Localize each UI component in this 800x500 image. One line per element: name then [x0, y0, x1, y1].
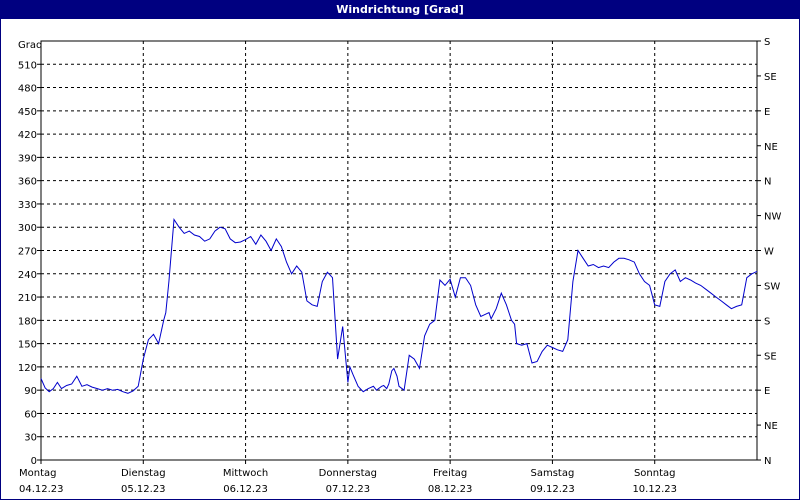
- right-tick-label: SE: [764, 351, 777, 362]
- y-tick-label: 180: [18, 316, 37, 327]
- right-tick-label: E: [764, 107, 770, 118]
- y-tick-label: 360: [18, 177, 37, 188]
- y-tick-label: 90: [24, 386, 37, 397]
- right-tick-label: NE: [764, 142, 778, 153]
- y-tick-label: 210: [18, 293, 37, 304]
- y-tick-label: 270: [18, 247, 37, 258]
- right-tick-label: NE: [764, 421, 778, 432]
- x-axis-ticks: Montag 04.12.23 Dienstag 05.12.23 Mittwoch 06…: [19, 460, 677, 495]
- y-tick-label: 30: [24, 433, 37, 444]
- x-tick-date: 09.12.23: [530, 484, 575, 495]
- right-tick-label: N: [764, 177, 771, 188]
- right-tick-label: W: [764, 247, 774, 258]
- x-tick-date: 06.12.23: [223, 484, 268, 495]
- x-tick-weekday: Donnerstag: [319, 468, 377, 479]
- y-tick-label: 0: [31, 456, 37, 467]
- y-axis-label: Grad: [18, 40, 42, 51]
- y-tick-label: 60: [24, 409, 37, 420]
- window-title: Windrichtung [Grad]: [1, 1, 799, 19]
- y-tick-label: 330: [18, 200, 37, 211]
- y-tick-label: 420: [18, 130, 37, 141]
- x-tick-weekday: Freitag: [433, 468, 467, 479]
- right-axis-ticks: N NE E SE S SW W NW N NE E SE S: [757, 37, 781, 467]
- y-axis-ticks: 0 30 60 90 120 150 180 210 240 270 300 330 360 390 420…: [18, 60, 41, 467]
- right-tick-label: NW: [764, 212, 781, 223]
- right-tick-label: S: [764, 316, 770, 327]
- right-tick-label: N: [764, 456, 771, 467]
- x-tick-date: 07.12.23: [326, 484, 371, 495]
- x-tick-weekday: Mittwoch: [223, 468, 268, 479]
- y-tick-label: 120: [18, 363, 37, 374]
- x-tick-date: 05.12.23: [121, 484, 166, 495]
- y-tick-label: 240: [18, 270, 37, 281]
- x-tick-weekday: Dienstag: [121, 468, 166, 479]
- y-tick-label: 450: [18, 107, 37, 118]
- y-tick-label: 150: [18, 340, 37, 351]
- x-tick-weekday: Sonntag: [634, 468, 676, 479]
- y-tick-label: 300: [18, 223, 37, 234]
- x-tick-date: 10.12.23: [632, 484, 677, 495]
- x-tick-weekday: Samstag: [531, 468, 575, 479]
- x-tick-date: 04.12.23: [19, 484, 64, 495]
- right-tick-label: S: [764, 37, 770, 48]
- x-tick-date: 08.12.23: [428, 484, 473, 495]
- y-tick-label: 390: [18, 153, 37, 164]
- y-tick-label: 510: [18, 60, 37, 71]
- y-tick-label: 480: [18, 84, 37, 95]
- right-tick-label: E: [764, 386, 770, 397]
- wind-direction-line: [40, 218, 758, 394]
- grid-lines: [41, 41, 757, 460]
- right-tick-label: SE: [764, 72, 777, 83]
- x-tick-weekday: Montag: [19, 468, 56, 479]
- right-tick-label: SW: [764, 281, 780, 292]
